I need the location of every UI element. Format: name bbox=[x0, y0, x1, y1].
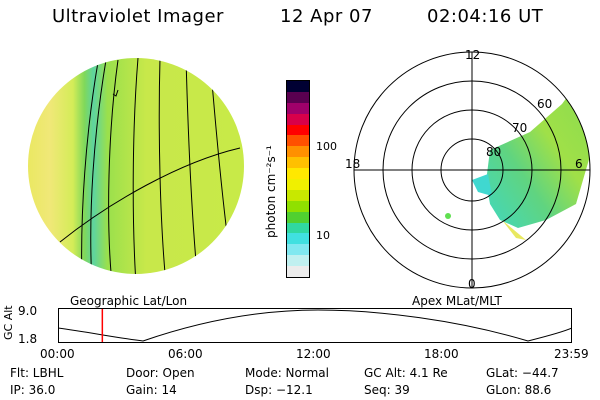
colorbar-segment bbox=[287, 233, 309, 245]
colorbar-segment bbox=[287, 102, 309, 114]
alt-y-bottom: 1.8 bbox=[18, 332, 38, 346]
colorbar-segment bbox=[287, 81, 309, 92]
colorbar-segment bbox=[287, 189, 309, 201]
colorbar-segment bbox=[287, 222, 309, 234]
colorbar-segment bbox=[287, 124, 309, 136]
colorbar-segment bbox=[287, 200, 309, 212]
info-door: Door: Open bbox=[126, 366, 195, 380]
colorbar-segment bbox=[287, 255, 309, 267]
colorbar-tick-10: 10 bbox=[316, 229, 330, 242]
info-seq: Seq: 39 bbox=[364, 383, 410, 397]
polar-lat-80: 80 bbox=[486, 145, 502, 159]
polar-plot bbox=[353, 51, 591, 289]
app-title: Ultraviolet Imager bbox=[52, 6, 224, 27]
colorbar-segment bbox=[287, 168, 309, 180]
colorbar-segment bbox=[287, 146, 309, 158]
alt-y-top: 9.0 bbox=[18, 304, 38, 318]
colorbar-segment bbox=[287, 179, 309, 190]
alt-x-tick-1: 06:00 bbox=[168, 347, 203, 361]
apex-label: Apex MLat/MLT bbox=[412, 294, 502, 308]
colorbar-segment bbox=[287, 211, 309, 223]
info-glon: GLon: 88.6 bbox=[486, 383, 552, 397]
geographic-label: Geographic Lat/Lon bbox=[70, 294, 188, 308]
alt-x-tick-4: 23:59 bbox=[554, 347, 589, 361]
colorbar-segment bbox=[287, 135, 309, 147]
polar-label-12: 12 bbox=[465, 48, 481, 62]
colorbar-unit-label: photon cm⁻²s⁻¹ bbox=[264, 145, 278, 238]
altitude-strip-chart bbox=[58, 308, 572, 343]
colorbar-segment bbox=[287, 244, 309, 256]
info-glat: GLat: −44.7 bbox=[486, 366, 559, 380]
colorbar-tick-100: 100 bbox=[316, 140, 337, 153]
alt-axis-label: GC Alt bbox=[2, 305, 15, 340]
colorbar bbox=[286, 80, 310, 278]
alt-x-tick-3: 18:00 bbox=[424, 347, 459, 361]
polar-label-6: 6 bbox=[575, 157, 583, 171]
info-gc-alt: GC Alt: 4.1 Re bbox=[364, 366, 448, 380]
polar-label-0: 0 bbox=[468, 277, 476, 291]
info-ip: IP: 36.0 bbox=[10, 383, 56, 397]
info-dsp: Dsp: −12.1 bbox=[245, 383, 313, 397]
colorbar-segment bbox=[287, 157, 309, 169]
info-mode: Mode: Normal bbox=[245, 366, 329, 380]
alt-x-tick-2: 12:00 bbox=[296, 347, 331, 361]
polar-lat-60: 60 bbox=[537, 97, 553, 111]
alt-x-tick-0: 00:00 bbox=[40, 347, 75, 361]
polar-lat-70: 70 bbox=[512, 121, 528, 135]
info-flt: Flt: LBHL bbox=[10, 366, 64, 380]
date-label: 12 Apr 07 bbox=[280, 6, 373, 27]
earth-disk-image bbox=[28, 58, 244, 274]
colorbar-segment bbox=[287, 266, 309, 278]
colorbar-segment bbox=[287, 113, 309, 125]
polar-label-18: 18 bbox=[345, 157, 361, 171]
info-gain: Gain: 14 bbox=[126, 383, 177, 397]
colorbar-segment bbox=[287, 91, 309, 103]
time-label: 02:04:16 UT bbox=[427, 6, 544, 27]
